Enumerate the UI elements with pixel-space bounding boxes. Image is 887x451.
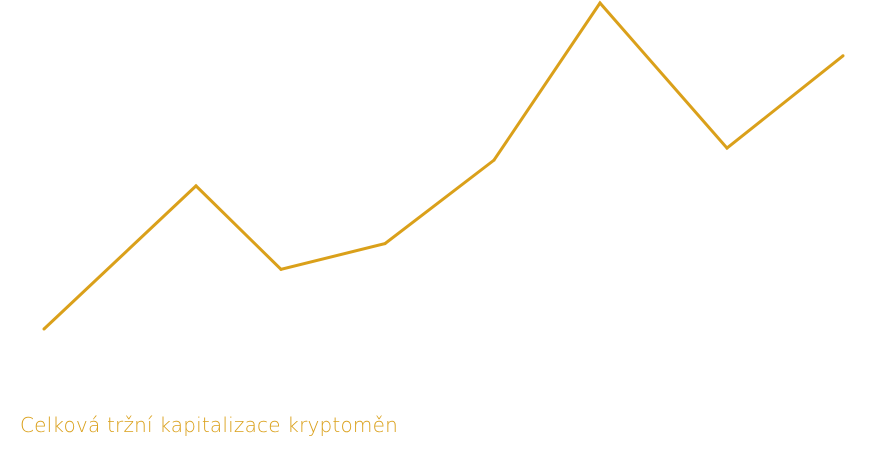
data-point-5 [598,1,602,5]
data-point-7 [841,54,845,58]
data-point-0 [42,327,46,331]
data-point-6 [725,146,729,150]
market-cap-line-chart [42,0,845,331]
data-point-2 [279,267,283,271]
data-point-4 [492,158,496,162]
series-line-0 [42,0,844,331]
chart-caption: Celková tržní kapitalizace kryptoměn [20,413,398,437]
data-point-3 [383,242,387,246]
data-point-1 [194,184,198,188]
